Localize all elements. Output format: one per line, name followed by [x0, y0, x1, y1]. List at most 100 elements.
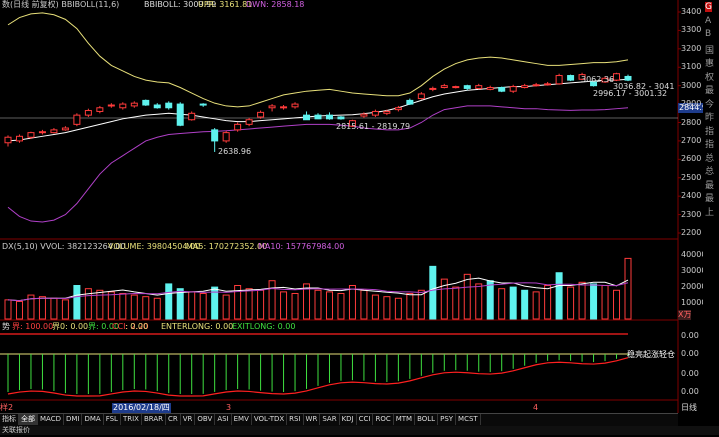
volume-bar: [429, 265, 437, 320]
price-tick: 2300: [681, 209, 702, 219]
candle-body: [199, 103, 207, 106]
indicator-tab[interactable]: BRAR: [142, 414, 166, 425]
volume-bar: [84, 288, 92, 320]
candle-body: [73, 114, 81, 125]
indicator-tab[interactable]: WR: [304, 414, 321, 425]
indicator-tab[interactable]: 指标: [0, 414, 19, 425]
indicator-tab[interactable]: CCI: [357, 414, 374, 425]
candle-body: [394, 107, 402, 111]
price-tick: 3200: [681, 43, 702, 53]
volume-bar: [4, 299, 12, 320]
candle-body: [613, 73, 621, 81]
indicator-tab[interactable]: TRIX: [121, 414, 142, 425]
indicator-tab[interactable]: ASI: [215, 414, 232, 425]
low-point-label: 2638.96: [218, 147, 252, 156]
candle-body: [188, 112, 196, 121]
volume-bar: [165, 283, 173, 320]
quote-panel-label: 国: [705, 45, 715, 56]
volume-bar: [383, 296, 391, 320]
indicator-tab[interactable]: BOLL: [415, 414, 439, 425]
volume-bar: [96, 289, 104, 320]
candle-body: [578, 74, 586, 80]
dwn-value: DWN: 2858.18: [246, 0, 305, 9]
status-related-quote[interactable]: 关联报价: [2, 426, 30, 434]
volume-bar: [521, 289, 529, 320]
volume-bar: [153, 297, 161, 320]
indicator-enterlong: ENTERLONG: 0.00: [161, 322, 234, 331]
indicator-tab[interactable]: OBV: [195, 414, 216, 425]
volume-bar: [245, 288, 253, 320]
indicator-tab[interactable]: MACD: [38, 414, 64, 425]
price-tick: 2600: [681, 154, 702, 164]
indicator-tab[interactable]: ROC: [373, 414, 394, 425]
candle-body: [130, 102, 138, 107]
candle-body: [234, 123, 242, 131]
volume-bar: [303, 283, 311, 320]
indicator-tab[interactable]: DMI: [64, 414, 83, 425]
volume-bar: [417, 289, 425, 320]
quote-panel-label: B: [705, 29, 712, 39]
volume-bar: [601, 285, 609, 320]
quote-panel-label: 权: [705, 72, 715, 83]
volume-bar: [624, 257, 632, 320]
volume-tick: 30000: [681, 266, 707, 276]
indicator-tab[interactable]: PSY: [438, 414, 457, 425]
quote-panel-label: 最: [705, 180, 715, 191]
volume-bar: [440, 278, 448, 320]
indicator-tab[interactable]: RSI: [287, 414, 304, 425]
candle-body: [348, 120, 356, 127]
candle-body: [406, 99, 414, 105]
volume-ma10-line: [7, 282, 629, 302]
indicator-ling: 界0: 0.00: [52, 322, 89, 331]
ma5-value: MA5: 170272352.00: [186, 242, 268, 251]
indicator-tab[interactable]: MTM: [394, 414, 416, 425]
indicator-tab[interactable]: FSL: [104, 414, 121, 425]
volume-bar: [61, 299, 69, 320]
candle-body: [417, 93, 425, 100]
indicator-tab[interactable]: KDJ: [340, 414, 357, 425]
indicator-tick: 0.00: [681, 331, 699, 340]
indicator-tab[interactable]: VR: [181, 414, 196, 425]
period-label[interactable]: 日线: [681, 403, 697, 412]
quote-panel-label: 昨: [705, 113, 715, 123]
indicator-tab[interactable]: MCST: [456, 414, 481, 425]
indicator-tab[interactable]: DMA: [82, 414, 104, 425]
quote-panel-label: G: [705, 2, 712, 12]
indicator-tab[interactable]: SAR: [320, 414, 340, 425]
candle-body: [371, 110, 379, 116]
indicator-tab[interactable]: CR: [166, 414, 181, 425]
candle-body: [4, 136, 12, 144]
price-tick: 2200: [681, 228, 702, 237]
volume-bar: [475, 283, 483, 320]
candle-body: [452, 86, 460, 89]
price-tick: 2700: [681, 135, 702, 145]
volume-bar: [486, 280, 494, 320]
indicator-tab[interactable]: 全部: [19, 414, 38, 425]
candle-body: [211, 129, 219, 142]
indicator-tab-bar: 指标 全部 MACD DMI DMA FSL TRIX BRAR CR VR OBV ASI EMV VO…: [0, 413, 678, 426]
volume-bar: [119, 292, 127, 320]
price-tick: 2500: [681, 172, 702, 182]
indicator-exitlong: EXITLONG: 0.00: [232, 322, 296, 331]
candle-body: [61, 127, 69, 131]
candle-body: [440, 85, 448, 89]
candle-body: [222, 132, 230, 142]
volume-bar: [532, 291, 540, 320]
indicator-tab[interactable]: EMV: [232, 414, 252, 425]
price-tick: 2800: [681, 117, 702, 127]
price-tick: 3300: [681, 25, 702, 35]
indicator-tab[interactable]: VOL-TDX: [252, 414, 288, 425]
candle-body: [280, 106, 288, 109]
price-tick: 3100: [681, 62, 702, 72]
candle-body: [555, 75, 563, 85]
volume-bar: [337, 292, 345, 320]
volume-bar: [211, 286, 219, 320]
candle-body: [601, 77, 609, 83]
indicator-note: 稳亮起涨轻仓: [627, 350, 675, 359]
volume-value: VOLUME: 39804504.00: [108, 242, 201, 251]
indicator-x: : 0.00: [125, 322, 149, 331]
candle-body: [107, 104, 115, 107]
